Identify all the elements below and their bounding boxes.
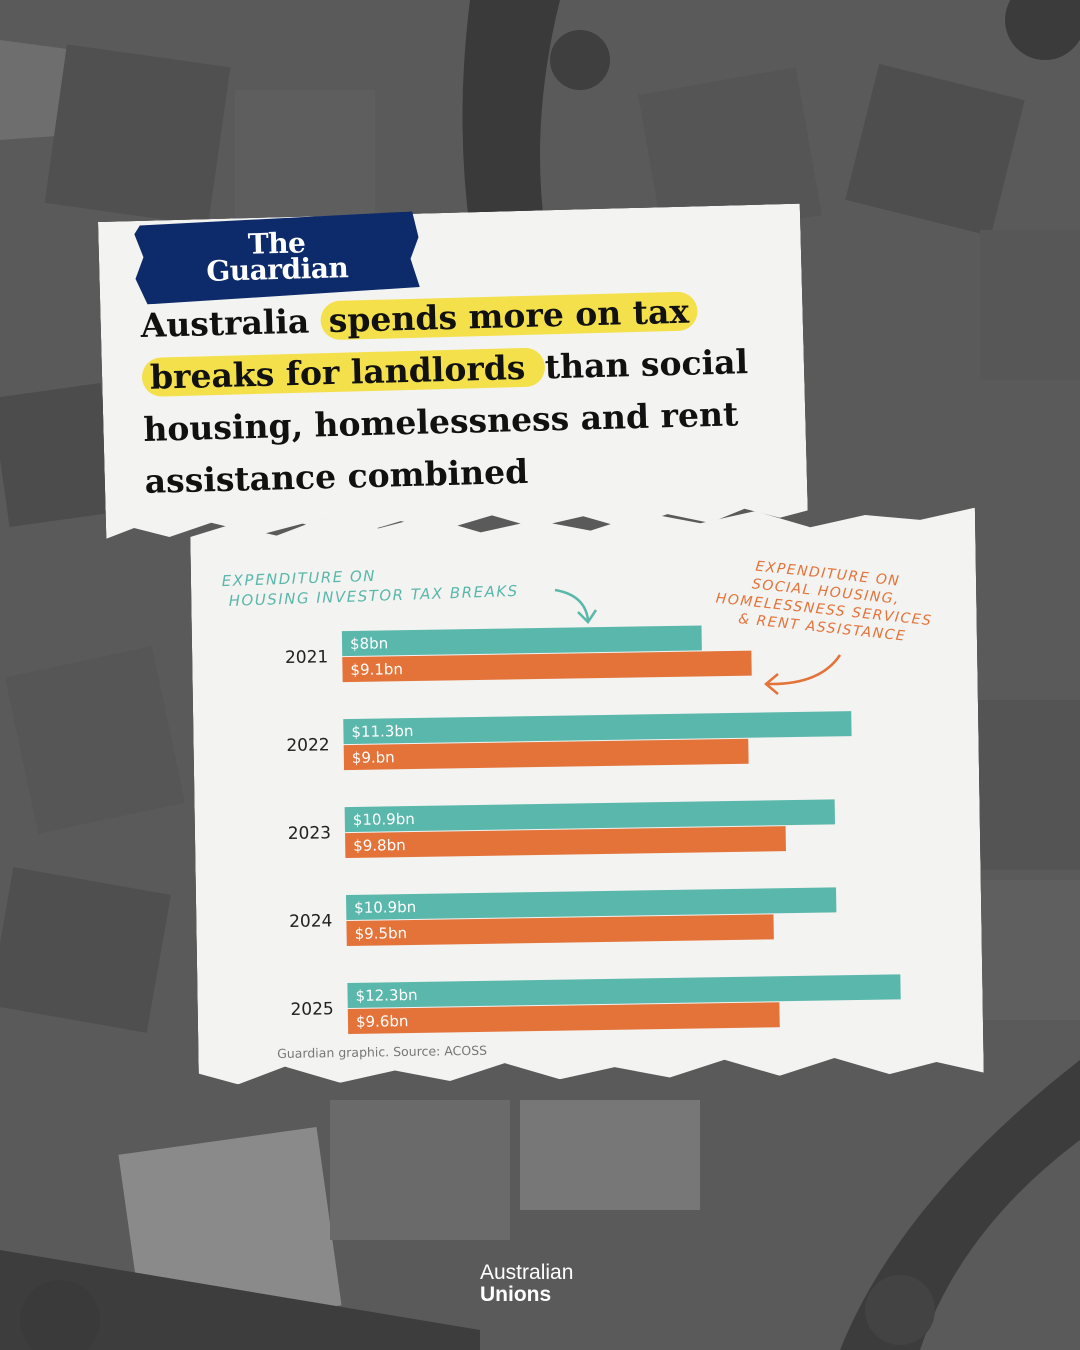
- tax-annotation-arrowhead: [577, 609, 598, 624]
- social-spending-value-label: $9.bn: [352, 748, 395, 767]
- social-spending-bar: [343, 738, 749, 771]
- tax-breaks-value-label: $12.3bn: [355, 986, 417, 1005]
- social-spending-value-label: $9.5bn: [354, 924, 407, 943]
- au-logo-line2: Unions: [480, 1283, 552, 1306]
- tax-breaks-bar: [344, 799, 836, 833]
- headline-highlight1: spends more on tax: [320, 291, 698, 341]
- year-label: 2025: [290, 999, 334, 1020]
- guardian-logo: The Guardian: [134, 227, 419, 286]
- social-spending-bar: [347, 1002, 780, 1035]
- year-label: 2023: [288, 823, 332, 844]
- au-logo-line1: Australian: [480, 1261, 574, 1284]
- tax-breaks-value-label: $11.3bn: [351, 722, 413, 741]
- headline-part1: Australia: [140, 301, 322, 345]
- headline-highlight2: breaks for landlords: [141, 347, 546, 397]
- social-annotation-arrow: [767, 654, 842, 686]
- tax-annotation-arrow: [554, 588, 590, 621]
- tax-breaks-bar: [347, 974, 901, 1009]
- social-spending-value-label: $9.6bn: [356, 1012, 409, 1031]
- tax-breaks-bar: [345, 887, 837, 921]
- social-spending-bar: [346, 914, 774, 947]
- tax-breaks-bar: [341, 625, 702, 657]
- year-label: 2022: [286, 735, 330, 756]
- australian-unions-logo: Australian Unions: [480, 1262, 573, 1306]
- tax-breaks-value-label: $10.9bn: [353, 810, 415, 829]
- headline: Australia spends more on tax breaks for l…: [140, 283, 805, 508]
- tax-breaks-value-label: $8bn: [350, 634, 388, 653]
- social-spending-value-label: $9.1bn: [350, 660, 403, 679]
- tax-breaks-value-label: $10.9bn: [354, 898, 416, 917]
- social-spending-bar: [342, 650, 752, 683]
- year-label: 2024: [289, 911, 333, 932]
- tax-breaks-bar: [343, 711, 852, 745]
- social-annotation-arrowhead: [764, 673, 779, 695]
- social-spending-bar: [345, 826, 786, 859]
- year-label: 2021: [285, 647, 329, 668]
- social-spending-value-label: $9.8bn: [353, 836, 406, 855]
